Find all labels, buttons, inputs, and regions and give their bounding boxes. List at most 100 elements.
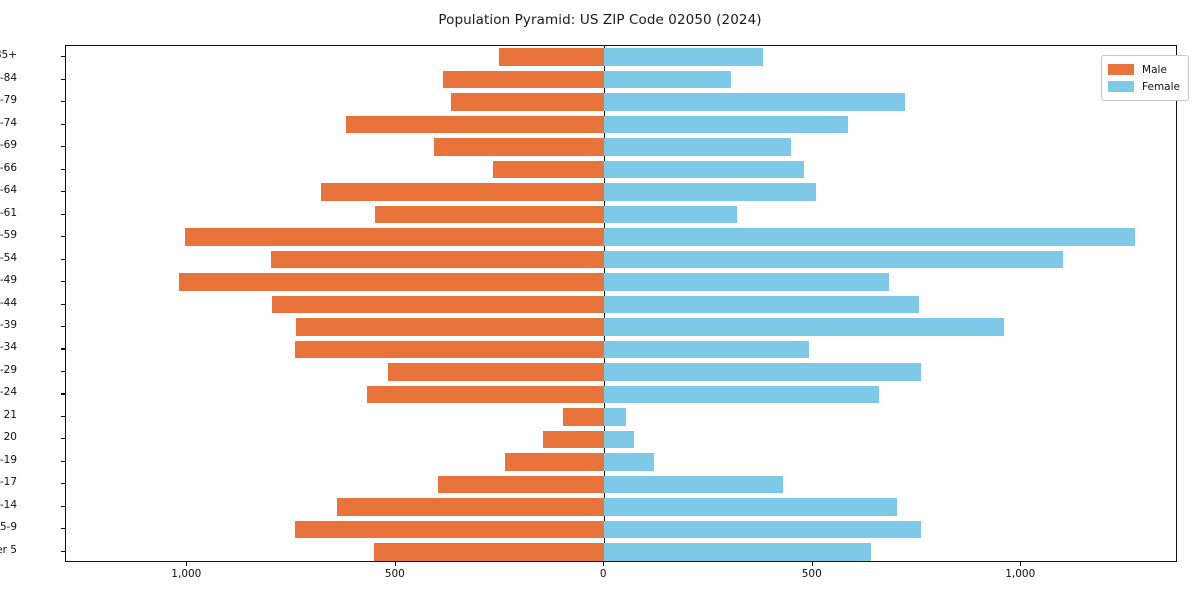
bar-female[interactable] bbox=[604, 430, 635, 449]
bar-male[interactable] bbox=[337, 498, 605, 516]
bar-female[interactable] bbox=[604, 138, 791, 156]
bar-female[interactable] bbox=[604, 115, 849, 134]
pyramid-row bbox=[66, 430, 1176, 449]
bar-male[interactable] bbox=[294, 340, 605, 359]
y-axis-tick bbox=[61, 213, 65, 215]
bar-male[interactable] bbox=[434, 138, 605, 156]
chart-title: Population Pyramid: US ZIP Code 02050 (2… bbox=[438, 12, 762, 28]
bar-female[interactable] bbox=[604, 542, 872, 561]
x-axis-label-1: 500 bbox=[384, 568, 405, 580]
y-axis-label-62-64: 62-64 bbox=[0, 184, 17, 197]
y-axis-tick bbox=[61, 56, 65, 58]
pyramid-row bbox=[66, 498, 1176, 516]
y-axis-tick bbox=[61, 146, 65, 148]
bar-male[interactable] bbox=[492, 160, 605, 179]
y-axis-label-40-44: 40-44 bbox=[0, 296, 17, 309]
y-axis-tick bbox=[61, 370, 65, 373]
chart-legend: Male Female bbox=[1101, 55, 1189, 101]
y-axis-tick bbox=[61, 550, 65, 552]
y-axis-label-55-59: 55-59 bbox=[0, 229, 17, 242]
x-axis-label-0: 1,000 bbox=[171, 568, 202, 580]
pyramid-row bbox=[66, 363, 1176, 381]
pyramid-row bbox=[66, 93, 1176, 111]
y-axis-label-20: 20 bbox=[3, 431, 17, 444]
bar-female[interactable] bbox=[604, 205, 737, 224]
bar-male[interactable] bbox=[451, 93, 605, 111]
y-axis-label-30-34: 30-34 bbox=[0, 341, 17, 354]
bar-female[interactable] bbox=[604, 340, 809, 359]
bar-male[interactable] bbox=[438, 475, 605, 494]
bar-female[interactable] bbox=[604, 318, 1004, 336]
bar-male[interactable] bbox=[185, 228, 605, 246]
bar-male[interactable] bbox=[320, 183, 605, 201]
bar-male[interactable] bbox=[366, 385, 605, 404]
y-axis-label-15-17: 15-17 bbox=[0, 476, 17, 489]
bar-female[interactable] bbox=[604, 250, 1063, 269]
bar-female[interactable] bbox=[604, 385, 880, 404]
y-axis-tick bbox=[61, 505, 65, 507]
x-axis-label-3: 500 bbox=[801, 568, 822, 580]
bar-male[interactable] bbox=[374, 542, 605, 561]
y-axis-label-67-69: 67-69 bbox=[0, 139, 17, 152]
bar-female[interactable] bbox=[604, 273, 889, 291]
bar-male[interactable] bbox=[178, 273, 605, 291]
bar-female[interactable] bbox=[604, 93, 906, 111]
bar-male[interactable] bbox=[442, 70, 605, 89]
legend-label-female: Female bbox=[1142, 80, 1180, 93]
bar-male[interactable] bbox=[295, 318, 605, 336]
y-axis-label-22-24: 22-24 bbox=[0, 386, 17, 399]
y-axis-label-5-9: 5-9 bbox=[0, 521, 17, 534]
y-axis-tick bbox=[61, 281, 65, 283]
pyramid-row bbox=[66, 250, 1176, 269]
bar-female[interactable] bbox=[604, 160, 804, 179]
pyramid-row bbox=[66, 318, 1176, 336]
plot-area bbox=[65, 45, 1177, 562]
bar-male[interactable] bbox=[563, 408, 605, 426]
y-axis-tick bbox=[61, 78, 65, 80]
bar-male[interactable] bbox=[270, 250, 605, 269]
bar-female[interactable] bbox=[604, 295, 920, 314]
legend-label-male: Male bbox=[1142, 63, 1167, 76]
x-axis-tick bbox=[811, 562, 813, 566]
bar-female[interactable] bbox=[604, 453, 655, 471]
bar-female[interactable] bbox=[604, 48, 763, 66]
y-axis-label-10-14: 10-14 bbox=[0, 498, 17, 511]
bar-female[interactable] bbox=[604, 475, 783, 494]
x-axis-tick bbox=[603, 562, 605, 566]
pyramid-row bbox=[66, 295, 1176, 314]
legend-swatch-male bbox=[1108, 64, 1135, 75]
pyramid-row bbox=[66, 160, 1176, 179]
pyramid-row bbox=[66, 520, 1176, 539]
bar-female[interactable] bbox=[604, 70, 732, 89]
bar-male[interactable] bbox=[271, 295, 605, 314]
y-axis-tick bbox=[61, 168, 65, 170]
y-axis-tick bbox=[61, 348, 65, 350]
bar-male[interactable] bbox=[505, 453, 605, 471]
y-axis-tick bbox=[61, 415, 65, 417]
legend-item-female[interactable]: Female bbox=[1108, 78, 1180, 95]
y-axis-label-80-84: 80-84 bbox=[0, 71, 17, 84]
bar-female[interactable] bbox=[604, 363, 922, 381]
y-axis-label-45-49: 45-49 bbox=[0, 274, 17, 287]
pyramid-row bbox=[66, 340, 1176, 359]
y-axis-label-65-66: 65-66 bbox=[0, 161, 17, 174]
bar-male[interactable] bbox=[375, 205, 605, 224]
y-axis-tick bbox=[61, 393, 65, 395]
bar-female[interactable] bbox=[604, 498, 897, 516]
bar-male[interactable] bbox=[498, 48, 605, 66]
legend-item-male[interactable]: Male bbox=[1108, 61, 1180, 78]
bar-female[interactable] bbox=[604, 408, 626, 426]
y-axis-label-70-74: 70-74 bbox=[0, 116, 17, 129]
y-axis-tick bbox=[61, 483, 65, 485]
bar-female[interactable] bbox=[604, 228, 1135, 246]
bar-female[interactable] bbox=[604, 183, 817, 201]
pyramid-row bbox=[66, 408, 1176, 426]
bar-male[interactable] bbox=[346, 115, 605, 134]
y-axis-label-21: 21 bbox=[3, 408, 17, 421]
bar-male[interactable] bbox=[542, 430, 605, 449]
bar-male[interactable] bbox=[388, 363, 605, 381]
pyramid-row bbox=[66, 475, 1176, 494]
bar-male[interactable] bbox=[294, 520, 605, 539]
bar-female[interactable] bbox=[604, 520, 922, 539]
y-axis-label-60-61: 60-61 bbox=[0, 206, 17, 219]
